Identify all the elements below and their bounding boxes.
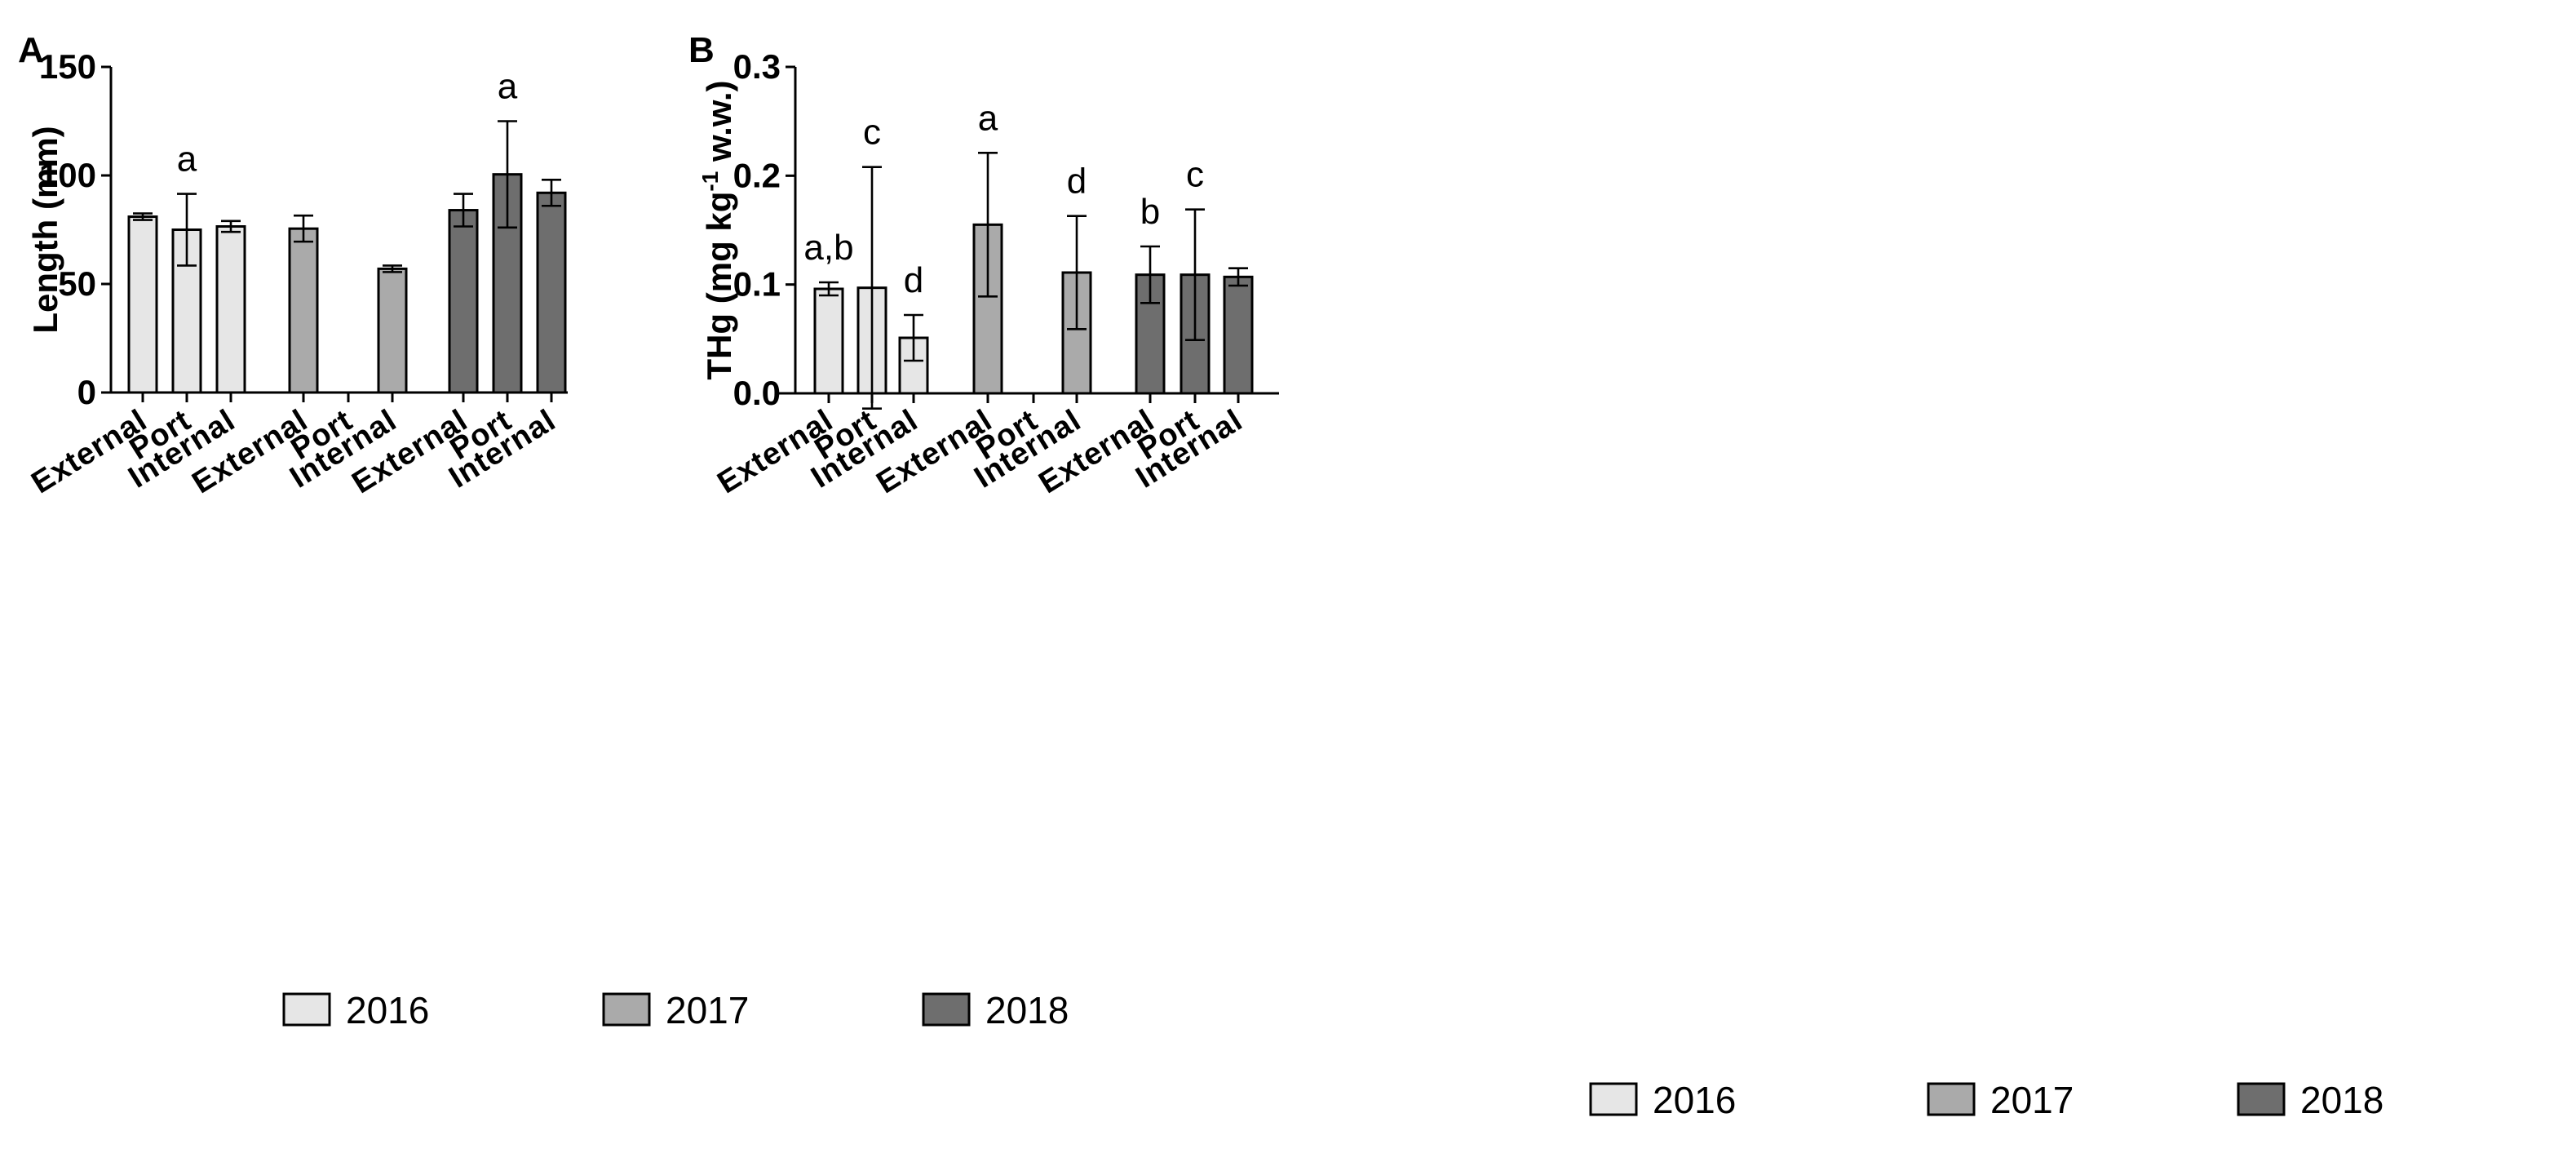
y-axis-label: Length (mm) [26, 126, 64, 333]
bar-2016-external [813, 287, 844, 395]
significance-letter: d [1067, 162, 1087, 202]
legend-label: 2016 [1653, 1079, 1736, 1121]
bar-2016-external [127, 215, 158, 394]
legend-swatch-2018 [922, 992, 971, 1027]
panel-letter: B [688, 30, 715, 70]
legend-label: 2017 [666, 989, 749, 1031]
bar-2017-internal [377, 267, 408, 394]
y-tick-label: 0.3 [733, 47, 781, 86]
bar-2018-internal [1223, 275, 1254, 395]
significance-letter: a,b [803, 228, 853, 268]
significance-letter: a [177, 140, 197, 180]
bar-2016-internal [215, 225, 246, 394]
legend-swatch-2016 [282, 992, 331, 1027]
y-tick-label: 100 [39, 156, 96, 194]
significance-letter: c [863, 113, 881, 153]
y-tick-label: 0.0 [733, 374, 781, 412]
bar-2017-external [288, 227, 319, 394]
legend-label: 2016 [346, 989, 429, 1031]
bar-2018-external [448, 209, 479, 394]
significance-letter: b [1140, 192, 1160, 232]
legend-swatch-2017 [1927, 1082, 1976, 1116]
legend-swatch-2018 [2237, 1082, 2286, 1116]
y-tick-label: 50 [58, 264, 96, 303]
y-tick-label: 0.2 [733, 156, 781, 194]
y-tick-label: 150 [39, 47, 96, 86]
legend-swatch-2017 [602, 992, 651, 1027]
bar-2016-internal [898, 336, 929, 395]
y-tick-label: 0.1 [733, 265, 781, 304]
y-axis-label: THg (mg kg-1 w.w.) [697, 80, 738, 379]
legend-label: 2018 [985, 989, 1069, 1031]
panel-letter: A [18, 30, 44, 70]
legend-label: 2017 [1990, 1079, 2074, 1121]
significance-letter: a [978, 98, 998, 138]
significance-letter: c [1186, 155, 1204, 195]
y-tick-label: 0 [77, 373, 96, 411]
legend-label: 2018 [2300, 1079, 2383, 1121]
significance-letter: d [904, 260, 923, 300]
bar-2018-internal [536, 191, 567, 394]
legend-swatch-2016 [1589, 1082, 1638, 1116]
significance-letter: a [498, 67, 518, 107]
